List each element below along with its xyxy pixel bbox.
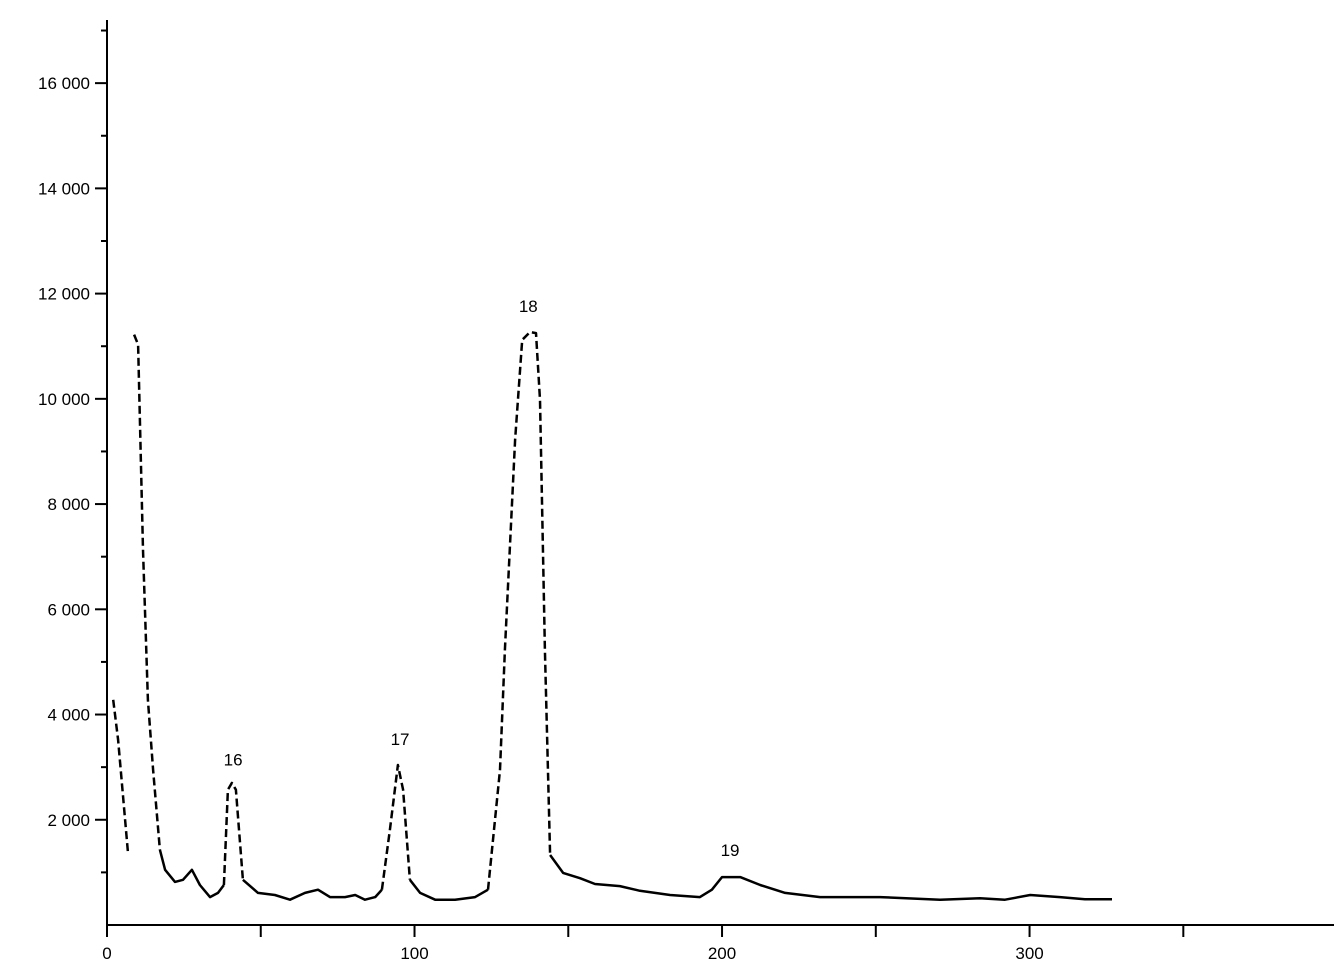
peak-label: 19 (721, 841, 740, 860)
data-line (158, 849, 1112, 901)
peak-label: 18 (519, 297, 538, 316)
y-tick-label: 14 000 (38, 179, 90, 198)
x-tick-label: 100 (400, 944, 428, 963)
y-tick-label: 2 000 (47, 811, 90, 830)
y-tick-label: 10 000 (38, 390, 90, 409)
data-line (111, 330, 552, 890)
y-tick-label: 6 000 (47, 600, 90, 619)
x-tick-label: 300 (1015, 944, 1043, 963)
x-tick-label: 0 (102, 944, 111, 963)
y-tick-label: 4 000 (47, 706, 90, 725)
peak-label: 17 (391, 730, 410, 749)
x-tick-label: 200 (708, 944, 736, 963)
y-tick-label: 8 000 (47, 495, 90, 514)
peak-label: 16 (224, 751, 243, 770)
y-tick-label: 12 000 (38, 285, 90, 304)
y-tick-label: 16 000 (38, 74, 90, 93)
